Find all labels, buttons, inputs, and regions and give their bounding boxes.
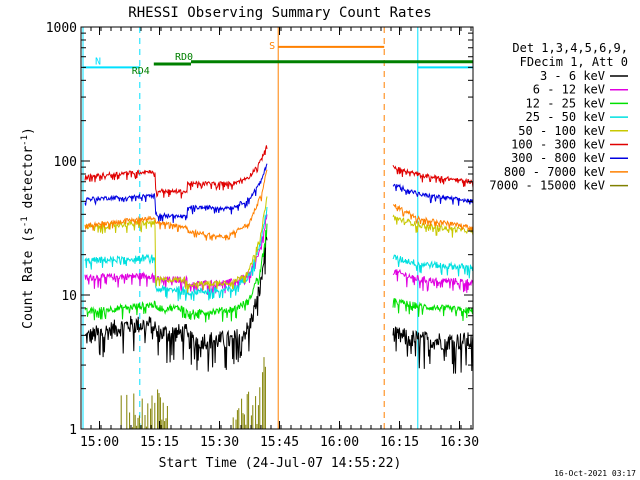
timestamp: 16-Oct-2021 03:17 (554, 469, 636, 478)
legend-label: 25 - 50 keV (526, 110, 605, 124)
x-tick-label: 15:00 (80, 435, 119, 450)
legend-label: 800 - 7000 keV (504, 165, 605, 179)
axes-layer: 15:00 15:15 15:30 15:45 16:00 16:15 16:30 1 10 10… (46, 21, 479, 450)
x-tick-label: 16:15 (380, 435, 419, 450)
x-tick-label: 15:45 (260, 435, 299, 450)
series-line (84, 206, 268, 302)
series-line (84, 163, 268, 223)
y-tick-label: 100 (54, 155, 77, 170)
y-tick-label: 1 (69, 423, 77, 438)
legend-label: 3 - 6 keV (540, 69, 605, 83)
series-line (392, 214, 474, 238)
series-line (392, 183, 474, 206)
series-6 (84, 145, 474, 199)
legend-label: 100 - 300 keV (511, 138, 605, 152)
flag-label: RD4 (132, 66, 150, 77)
legend-label: 50 - 100 keV (518, 124, 605, 138)
x-axis-label: Start Time (24-Jul-07 14:55:22) (159, 456, 402, 471)
y-axis-label: Count Rate (s-1 detector-1) (20, 127, 36, 329)
x-tick-label: 16:00 (320, 435, 359, 450)
series-line (392, 326, 474, 374)
x-tick-label: 16:30 (440, 435, 479, 450)
legend: Det 1,3,4,5,6,9, FDecim 1, Att 0 3 - 6 k… (489, 41, 628, 193)
series-8 (84, 169, 474, 241)
y-tick-label: 1000 (46, 21, 77, 36)
flag-label: N (95, 56, 101, 67)
series-line (84, 169, 268, 241)
series-3 (84, 223, 474, 323)
x-tick-label: 15:30 (200, 435, 239, 450)
series-line (392, 254, 474, 279)
flag-label: S (269, 41, 275, 52)
series-line (393, 204, 474, 232)
plot-frame (80, 26, 474, 430)
series-5 (84, 196, 474, 293)
legend-label: 300 - 800 keV (511, 151, 605, 165)
series-line (84, 145, 268, 199)
chart-title: RHESSI Observing Summary Count Rates (128, 5, 431, 21)
x-tick-label: 15:15 (140, 435, 179, 450)
series-layer (84, 145, 474, 430)
series-4 (84, 206, 474, 302)
series-line (392, 298, 474, 322)
flags-layer: N S RD0 RD4 (82, 27, 474, 429)
series-7 (84, 163, 474, 223)
legend-header-line: FDecim 1, Att 0 (520, 55, 628, 69)
series-line (84, 196, 268, 293)
series-line (392, 268, 474, 293)
series-line (392, 164, 474, 188)
series-1 (84, 236, 474, 374)
series-line (84, 236, 268, 372)
flag-label: RD0 (175, 52, 193, 63)
y-tick-label: 10 (61, 289, 77, 304)
legend-header-line: Det 1,3,4,5,6,9, (512, 41, 628, 55)
legend-label: 6 - 12 keV (533, 83, 605, 97)
legend-label: 12 - 25 keV (526, 96, 605, 110)
series-line (84, 223, 268, 323)
legend-label: 7000 - 15000 keV (489, 179, 605, 193)
